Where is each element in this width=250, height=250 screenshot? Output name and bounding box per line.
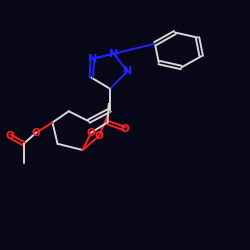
Text: O: O: [94, 131, 103, 141]
Text: N: N: [123, 66, 132, 76]
Text: N: N: [88, 54, 97, 64]
Text: N: N: [109, 49, 118, 59]
Text: O: O: [120, 124, 130, 134]
Text: O: O: [87, 128, 96, 138]
Text: O: O: [32, 128, 40, 138]
Text: O: O: [6, 131, 15, 141]
